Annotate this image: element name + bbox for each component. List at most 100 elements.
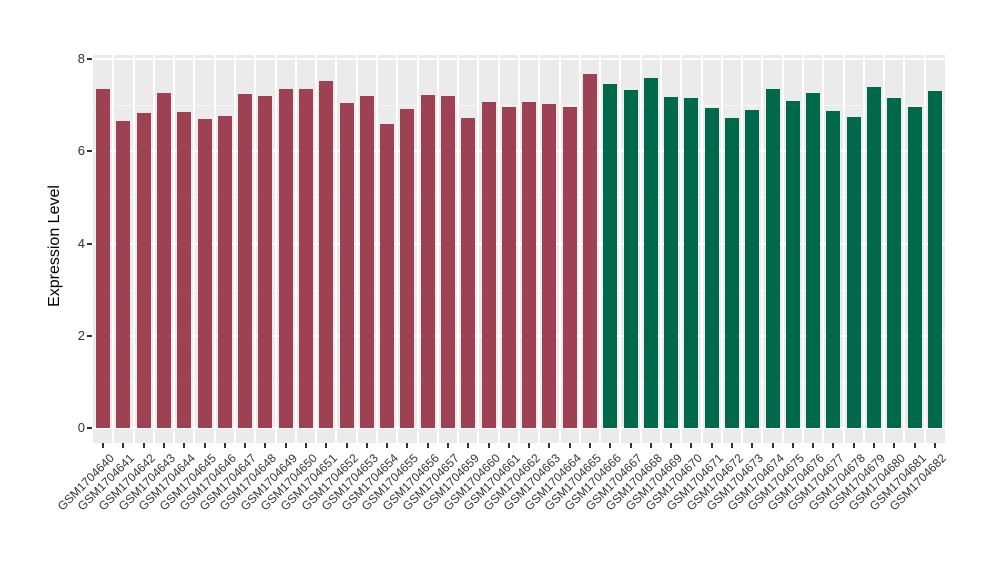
x-tick-mark (629, 443, 632, 448)
x-tick-mark (528, 443, 531, 448)
x-tick-mark (873, 443, 875, 448)
bar-GSM1704666 (603, 84, 618, 428)
bar-GSM1704668 (643, 78, 658, 428)
bar-GSM1704662 (522, 102, 537, 428)
x-tick-mark (609, 443, 612, 448)
gridline-vertical-separator (234, 55, 236, 443)
gridline-vertical-separator (497, 55, 500, 443)
y-tick-label-0: 0 (77, 420, 85, 435)
x-tick-mark (183, 443, 186, 448)
x-tick-mark (771, 443, 774, 448)
bar-GSM1704644 (177, 111, 192, 428)
x-tick-mark (264, 443, 267, 448)
gridline-vertical-separator (315, 55, 318, 443)
x-tick-mark (589, 443, 591, 448)
x-tick-mark (244, 443, 247, 448)
x-tick-mark (223, 443, 226, 448)
bar-GSM1704651 (319, 80, 334, 428)
bar-GSM1704673 (745, 110, 760, 428)
x-tick-mark (913, 443, 916, 448)
bar-GSM1704660 (481, 102, 496, 428)
y-tick-label-8: 8 (77, 51, 85, 66)
gridline-vertical-separator (741, 55, 744, 443)
y-tick-mark (87, 427, 92, 429)
gridline-vertical-separator (903, 55, 906, 443)
x-tick-mark (812, 443, 815, 448)
gridline-vertical-separator (132, 55, 135, 443)
bar-GSM1704678 (846, 116, 861, 428)
bar-GSM1704679 (867, 87, 881, 428)
bar-GSM1704682 (927, 90, 942, 428)
gridline-vertical-separator (619, 55, 622, 443)
x-tick-mark (203, 443, 206, 448)
gridline-vertical-separator (538, 55, 541, 443)
gridline-vertical-separator (599, 55, 602, 443)
bar-GSM1704681 (907, 106, 922, 428)
plot-panel (93, 55, 945, 443)
y-tick-label-4: 4 (77, 235, 85, 251)
x-tick-mark (507, 443, 510, 448)
gridline-vertical-separator (396, 55, 399, 443)
gridline-vertical-separator (294, 55, 297, 443)
bar-GSM1704655 (400, 109, 415, 428)
gridline-vertical-separator (862, 55, 865, 443)
bar-GSM1704647 (238, 94, 253, 428)
bar-GSM1704665 (583, 74, 597, 428)
bar-GSM1704671 (704, 108, 719, 428)
gridline-vertical-separator (883, 55, 886, 443)
x-tick-mark (690, 443, 693, 448)
x-tick-mark (832, 443, 835, 448)
x-tick-mark (933, 443, 936, 448)
gridline-vertical-separator (213, 55, 216, 443)
bar-GSM1704641 (116, 120, 131, 428)
gridline-vertical-separator (436, 55, 439, 443)
x-tick-mark (548, 443, 551, 448)
x-tick-mark (122, 443, 125, 448)
bar-GSM1704646 (217, 115, 232, 428)
gridline-vertical-separator (802, 55, 804, 443)
x-tick-mark (852, 443, 855, 448)
bar-GSM1704645 (197, 118, 212, 428)
bar-GSM1704674 (765, 88, 780, 428)
bar-GSM1704642 (136, 112, 151, 428)
gridline-vertical-separator (112, 55, 115, 443)
gridline-vertical-separator (558, 55, 561, 443)
bar-GSM1704677 (826, 110, 841, 428)
gridline-vertical-separator (274, 55, 277, 443)
bar-GSM1704676 (806, 92, 821, 428)
bar-GSM1704653 (359, 96, 374, 428)
gridline-vertical-separator (639, 55, 642, 443)
gridline-vertical-separator (842, 55, 845, 443)
y-tick-mark (87, 334, 92, 337)
gridline-vertical-separator (822, 55, 825, 443)
x-tick-mark (102, 443, 105, 448)
bar-GSM1704680 (887, 98, 902, 428)
x-tick-mark (467, 443, 470, 448)
bar-GSM1704652 (339, 103, 354, 428)
bar-GSM1704664 (562, 106, 577, 428)
bar-GSM1704670 (684, 98, 699, 428)
x-tick-mark (345, 443, 348, 448)
gridline-vertical-separator (376, 55, 378, 443)
bar-GSM1704672 (725, 117, 739, 428)
x-tick-mark (731, 443, 733, 448)
gridline-vertical-separator (761, 55, 764, 443)
x-tick-mark (426, 443, 429, 448)
x-tick-mark (325, 443, 328, 448)
gridline-vertical-separator (720, 55, 723, 443)
bar-GSM1704657 (441, 96, 455, 428)
bar-GSM1704650 (299, 88, 313, 428)
gridline-vertical-separator (477, 55, 480, 443)
x-tick-mark (710, 443, 713, 448)
x-tick-mark (386, 443, 389, 448)
bar-GSM1704661 (501, 106, 516, 428)
bar-GSM1704654 (380, 123, 395, 428)
gridline-vertical-separator (578, 55, 581, 443)
x-tick-mark (163, 443, 165, 448)
gridline-vertical-separator (923, 55, 926, 443)
gridline-vertical-separator (518, 55, 520, 443)
gridline-vertical-separator (173, 55, 176, 443)
bar-GSM1704649 (278, 88, 293, 428)
y-tick-mark (87, 242, 92, 245)
